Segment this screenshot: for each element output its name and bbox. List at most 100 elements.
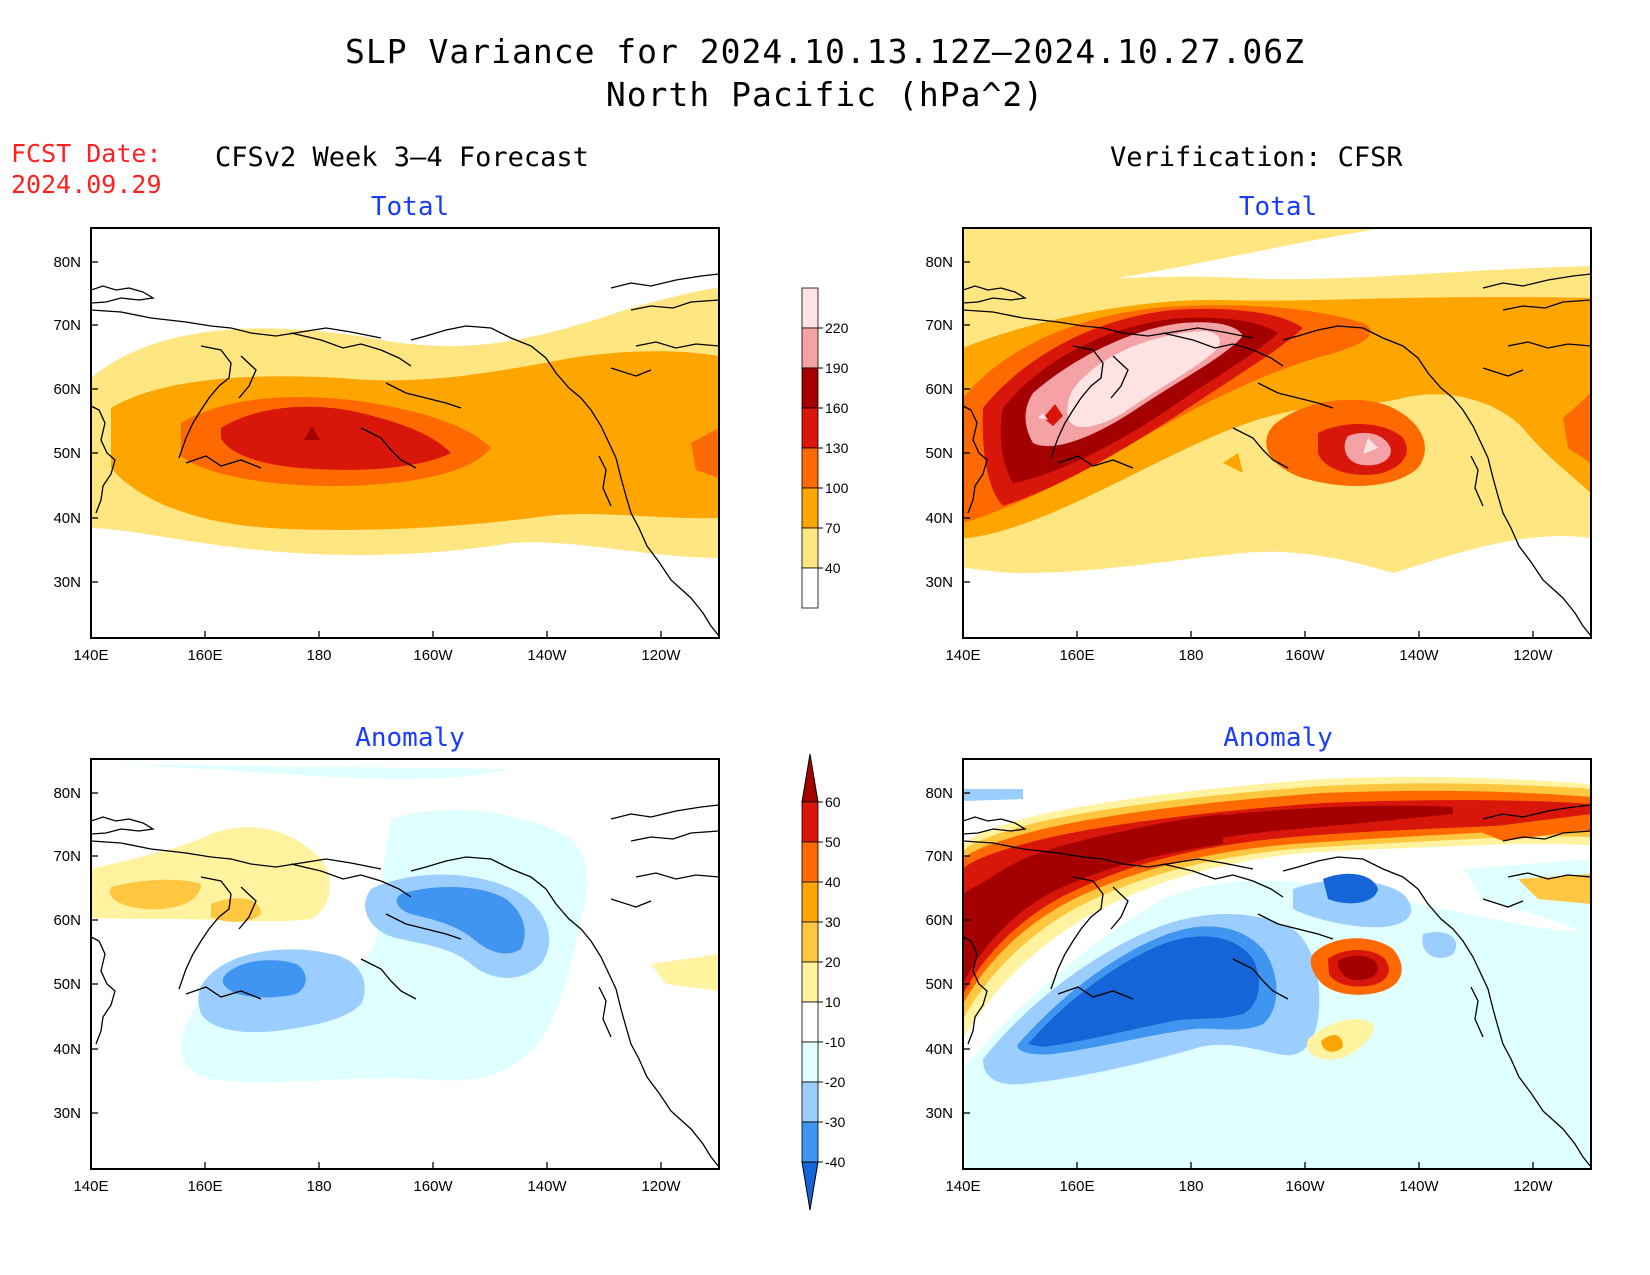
colorbar-swatch [801, 327, 819, 369]
lon-label: 160W [413, 647, 453, 664]
forecast-date-label: FCST Date: [11, 139, 162, 168]
lat-label: 40N [925, 510, 953, 527]
lat-label: 40N [53, 1041, 81, 1058]
colorbar-label: -20 [825, 1074, 845, 1090]
colorbar-swatch [801, 921, 819, 963]
lon-label: 120W [641, 1178, 681, 1195]
lon-label: 180 [306, 647, 331, 664]
colorbar-label: 160 [825, 400, 849, 416]
lon-label: 180 [1178, 647, 1203, 664]
panel-subtitle-fcst-total: Total [370, 192, 450, 222]
lon-label: 180 [306, 1178, 331, 1195]
colorbar-swatch [801, 567, 819, 609]
colorbar-swatch [801, 527, 819, 569]
lon-label: 160E [187, 647, 222, 664]
lat-label: 30N [925, 1105, 953, 1122]
lat-label: 60N [53, 912, 81, 929]
colorbar-label: 70 [825, 520, 841, 536]
lon-label: 140E [945, 647, 980, 664]
lat-label: 60N [925, 381, 953, 398]
lon-label: 140E [73, 1178, 108, 1195]
colorbar-swatch [801, 1001, 819, 1043]
frame-verif-total [962, 227, 1592, 639]
colorbar-anomaly: 60 50 40 30 20 10 -10 -20 -30 -40 [801, 753, 845, 1211]
lat-label: 30N [53, 574, 81, 591]
title-line-2: North Pacific (hPa^2) [605, 75, 1045, 114]
lat-label: 60N [53, 381, 81, 398]
frame-fcst-total [90, 227, 720, 639]
colorbar-label: 40 [825, 874, 841, 890]
colorbar-label: -30 [825, 1114, 845, 1130]
colorbar-total: 220 190 160 130 100 70 40 [801, 287, 849, 609]
lon-label: 120W [1513, 1178, 1553, 1195]
colorbar-swatch [801, 487, 819, 529]
map-verif-anomaly [963, 759, 1591, 1169]
colorbar-swatch [801, 841, 819, 883]
lon-label: 140E [945, 1178, 980, 1195]
lat-label: 40N [53, 510, 81, 527]
forecast-date-value: 2024.09.29 [11, 170, 162, 199]
panel-subtitle-fcst-anomaly: Anomaly [355, 723, 465, 753]
frame-fcst-anomaly [90, 758, 720, 1170]
frame-verif-anomaly [962, 758, 1592, 1170]
lat-label: 80N [53, 254, 81, 271]
lon-label: 160W [1285, 1178, 1325, 1195]
colorbar-label: 50 [825, 834, 841, 850]
lon-label: 160W [413, 1178, 453, 1195]
right-column-title: Verification: CFSR [1110, 142, 1403, 173]
colorbar-label: 10 [825, 994, 841, 1010]
lon-label: 180 [1178, 1178, 1203, 1195]
lon-label: 160E [1059, 647, 1094, 664]
colorbar-swatch [801, 1161, 819, 1211]
colorbar-swatch [801, 753, 819, 803]
lon-label: 160W [1285, 647, 1325, 664]
colorbar-swatch [801, 367, 819, 409]
title-line-1: SLP Variance for 2024.10.13.12Z–2024.10.… [345, 32, 1305, 71]
lon-label: 120W [641, 647, 681, 664]
lat-label: 60N [925, 912, 953, 929]
colorbar-label: 20 [825, 954, 841, 970]
colorbar-swatch [801, 881, 819, 923]
lat-label: 30N [925, 574, 953, 591]
lon-label: 140W [527, 647, 567, 664]
lat-label: 80N [53, 785, 81, 802]
colorbar-label: 220 [825, 320, 849, 336]
lat-label: 70N [925, 848, 953, 865]
lat-label: 70N [53, 317, 81, 334]
colorbar-label: 190 [825, 360, 849, 376]
lat-label: 80N [925, 254, 953, 271]
lon-label: 120W [1513, 647, 1553, 664]
lat-label: 70N [53, 848, 81, 865]
lon-label: 140W [1399, 1178, 1439, 1195]
colorbar-label: 40 [825, 560, 841, 576]
lat-label: 50N [53, 976, 81, 993]
colorbar-label: 60 [825, 794, 841, 810]
lat-label: 30N [53, 1105, 81, 1122]
colorbar-swatch [801, 1121, 819, 1163]
colorbar-swatch [801, 1041, 819, 1083]
colorbar-swatch [801, 961, 819, 1003]
lon-label: 140W [527, 1178, 567, 1195]
axes-layer: 140E 160E 180 160W 140W 120W 80N 70N 60N 50N 40N 30… [53, 254, 1553, 1195]
lat-label: 80N [925, 785, 953, 802]
colorbar-swatch [801, 1081, 819, 1123]
lon-label: 140E [73, 647, 108, 664]
forecast-date: FCST Date: 2024.09.29 [11, 138, 162, 200]
map-verif-total [963, 228, 1591, 638]
lat-label: 50N [925, 445, 953, 462]
panel-subtitle-verif-anomaly: Anomaly [1223, 723, 1333, 753]
colorbar-label: 130 [825, 440, 849, 456]
colorbar-label: 30 [825, 914, 841, 930]
lon-label: 160E [1059, 1178, 1094, 1195]
lat-label: 50N [925, 976, 953, 993]
colorbar-swatch [801, 801, 819, 843]
colorbar-swatch [801, 287, 819, 329]
panel-subtitle-verif-total: Total [1238, 192, 1318, 222]
left-column-title: CFSv2 Week 3–4 Forecast [215, 142, 589, 173]
map-fcst-total [91, 228, 719, 638]
lon-label: 160E [187, 1178, 222, 1195]
colorbar-label: -10 [825, 1034, 845, 1050]
main-title: SLP Variance for 2024.10.13.12Z–2024.10.… [0, 30, 1650, 116]
lat-label: 70N [925, 317, 953, 334]
